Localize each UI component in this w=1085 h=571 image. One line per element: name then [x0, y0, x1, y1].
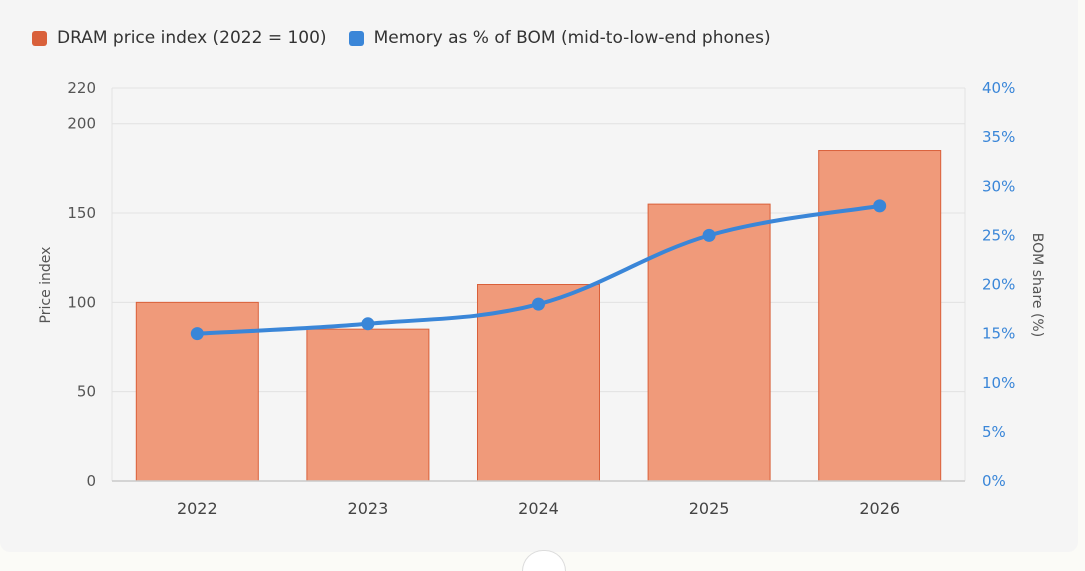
y-right-tick-label: 20%	[982, 276, 1015, 294]
y-right-tick-label: 5%	[982, 423, 1006, 441]
bar-2025[interactable]	[647, 203, 771, 482]
bottom-handle[interactable]	[522, 550, 566, 571]
y-right-tick-label: 40%	[982, 79, 1015, 97]
y-axis-left-title: Price index	[38, 247, 54, 324]
y-left-tick-label: 50	[77, 383, 96, 401]
line-series	[190, 199, 887, 341]
y-right-tick-label: 15%	[982, 325, 1015, 343]
legend-item-dram-price[interactable]: DRAM price index (2022 = 100)	[32, 28, 327, 48]
legend-item-memory-bom[interactable]: Memory as % of BOM (mid-to-low-end phone…	[348, 28, 771, 48]
y-left-tick-label: 0	[86, 472, 96, 490]
y-right-tick-label: 30%	[982, 177, 1015, 195]
y-left-tick-label: 220	[67, 79, 96, 97]
legend-label-dram-price: DRAM price index (2022 = 100)	[57, 28, 327, 48]
bar-2023[interactable]	[306, 328, 430, 482]
chart-legend: DRAM price index (2022 = 100) Memory as …	[32, 28, 771, 48]
x-tick-label: 2025	[689, 499, 730, 518]
line-point-2024[interactable]	[532, 297, 545, 311]
legend-label-memory-bom: Memory as % of BOM (mid-to-low-end phone…	[373, 28, 771, 48]
y-left-tick-label: 150	[67, 204, 96, 222]
x-tick-label: 2022	[177, 499, 218, 518]
line-point-2023[interactable]	[361, 317, 375, 331]
y-left-tick-label: 100	[67, 293, 96, 311]
line-point-2026[interactable]	[873, 199, 887, 213]
chart-card: DRAM price index (2022 = 100) Memory as …	[32, 28, 1045, 518]
line-point-2025[interactable]	[702, 228, 716, 242]
legend-swatch-dram-price	[32, 30, 47, 46]
x-tick-label: 2026	[859, 499, 900, 518]
bar-2024[interactable]	[477, 284, 600, 482]
x-tick-label: 2024	[518, 499, 559, 518]
x-tick-label: 2023	[348, 499, 389, 518]
y-right-tick-label: 0%	[982, 472, 1006, 490]
legend-swatch-memory-bom	[348, 30, 364, 46]
y-right-tick-label: 10%	[982, 374, 1015, 392]
line-point-2022[interactable]	[190, 327, 204, 341]
y-right-tick-label: 25%	[982, 226, 1015, 244]
bar-series	[135, 150, 942, 482]
axes: 0 50 100 150 200 220 0% 5% 10% 15% 20% 25% 30% 35% 40%…	[67, 79, 1015, 518]
y-axis-right-title: BOM share (%)	[1029, 233, 1045, 337]
y-left-tick-label: 200	[67, 115, 96, 133]
y-right-tick-label: 35%	[982, 128, 1015, 146]
combo-chart: 0 50 100 150 200 220 0% 5% 10% 15% 20% 25% 30% 35% 40%…	[38, 79, 1045, 518]
